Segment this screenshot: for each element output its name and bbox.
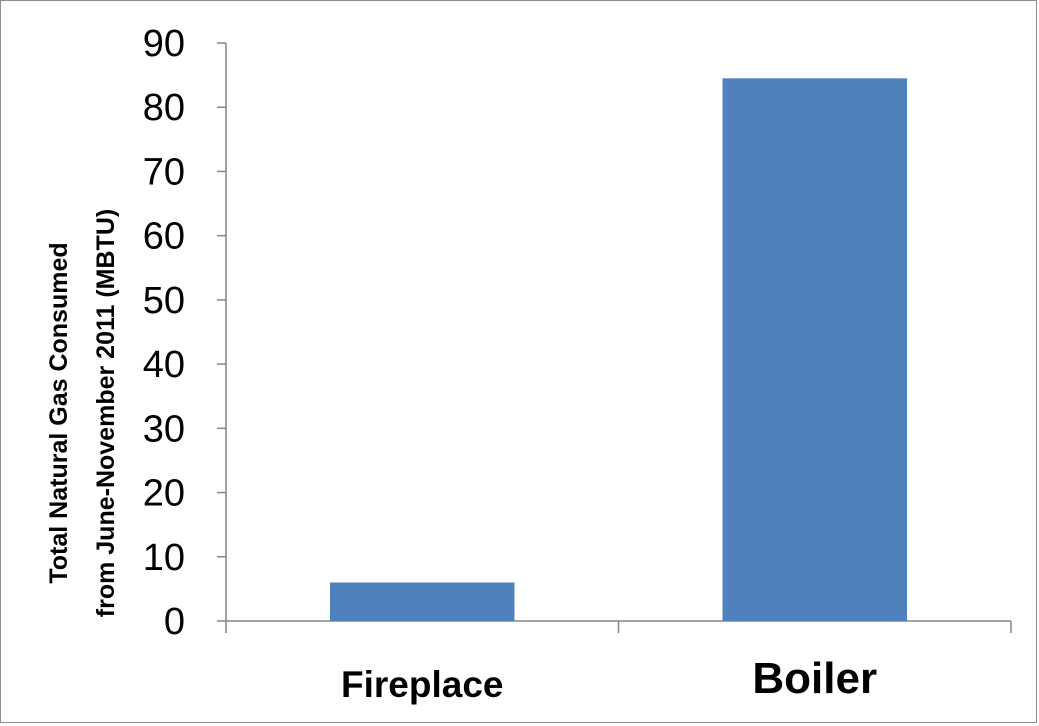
y-tick-label: 60 <box>143 216 185 258</box>
y-axis-title: Total Natural Gas Consumed from June-Nov… <box>45 209 120 617</box>
y-tick-label: 70 <box>143 151 185 193</box>
y-axis-title-line-2: from June-November 2011 (MBTU) <box>92 209 120 617</box>
x-tick-label-fireplace: Fireplace <box>341 664 503 705</box>
y-tick-label: 80 <box>143 87 185 129</box>
x-axis <box>225 620 1012 633</box>
bar-fireplace <box>330 582 515 621</box>
y-tick-label: 30 <box>143 408 185 450</box>
y-tick-label: 90 <box>143 23 185 65</box>
x-tick-labels: Fireplace Boiler <box>341 654 877 705</box>
y-tick-label: 10 <box>143 537 185 579</box>
y-tick-label: 20 <box>143 473 185 515</box>
y-axis: 0 10 20 30 40 50 60 70 80 90 <box>143 23 227 643</box>
y-tick-label: 0 <box>164 601 185 643</box>
bars <box>330 78 907 622</box>
y-tick-label: 40 <box>143 344 185 386</box>
bar-boiler <box>722 78 907 622</box>
x-tick-label-boiler: Boiler <box>752 654 877 703</box>
y-axis-title-line-1: Total Natural Gas Consumed <box>45 242 73 583</box>
y-tick-label: 50 <box>143 280 185 322</box>
